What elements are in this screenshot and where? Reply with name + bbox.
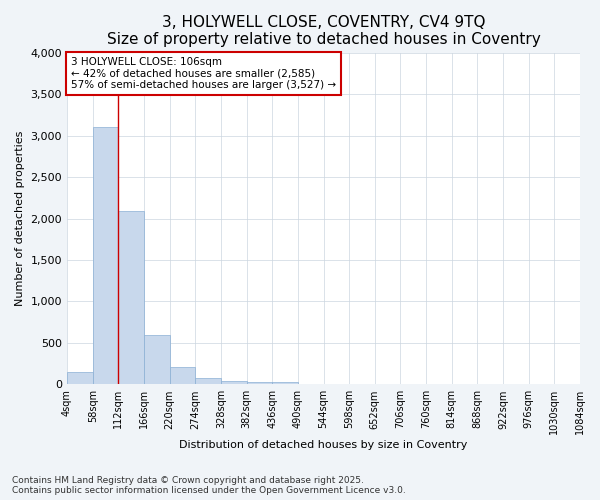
Bar bbox=[170, 367, 195, 384]
Bar bbox=[118, 211, 144, 384]
Bar bbox=[67, 372, 92, 384]
Bar bbox=[195, 378, 221, 384]
Bar bbox=[144, 336, 170, 384]
Y-axis label: Number of detached properties: Number of detached properties bbox=[15, 131, 25, 306]
Text: Contains HM Land Registry data © Crown copyright and database right 2025.
Contai: Contains HM Land Registry data © Crown c… bbox=[12, 476, 406, 495]
Text: 3 HOLYWELL CLOSE: 106sqm
← 42% of detached houses are smaller (2,585)
57% of sem: 3 HOLYWELL CLOSE: 106sqm ← 42% of detach… bbox=[71, 57, 336, 90]
Bar bbox=[92, 128, 118, 384]
X-axis label: Distribution of detached houses by size in Coventry: Distribution of detached houses by size … bbox=[179, 440, 468, 450]
Bar bbox=[272, 382, 298, 384]
Bar bbox=[221, 381, 247, 384]
Title: 3, HOLYWELL CLOSE, COVENTRY, CV4 9TQ
Size of property relative to detached house: 3, HOLYWELL CLOSE, COVENTRY, CV4 9TQ Siz… bbox=[107, 15, 541, 48]
Bar bbox=[247, 382, 272, 384]
